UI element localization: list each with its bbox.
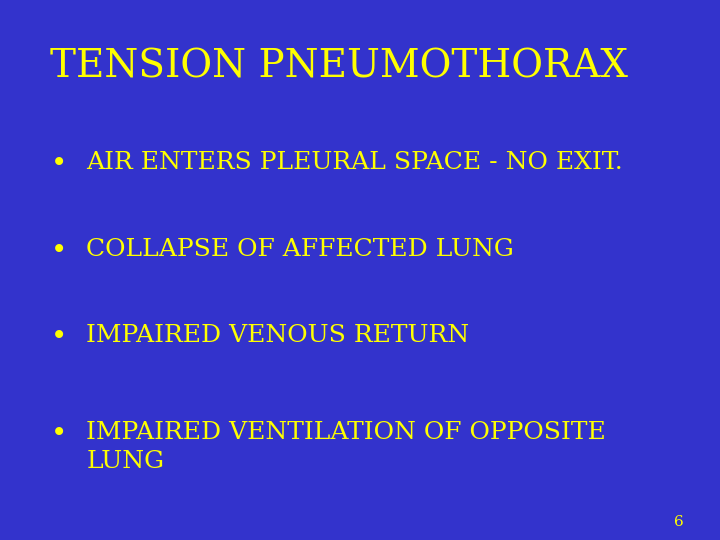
Text: IMPAIRED VENTILATION OF OPPOSITE
LUNG: IMPAIRED VENTILATION OF OPPOSITE LUNG <box>86 421 606 472</box>
Text: AIR ENTERS PLEURAL SPACE - NO EXIT.: AIR ENTERS PLEURAL SPACE - NO EXIT. <box>86 151 623 174</box>
Text: •: • <box>50 151 67 178</box>
Text: COLLAPSE OF AFFECTED LUNG: COLLAPSE OF AFFECTED LUNG <box>86 238 514 261</box>
Text: TENSION PNEUMOTHORAX: TENSION PNEUMOTHORAX <box>50 49 629 86</box>
Text: •: • <box>50 324 67 351</box>
Text: •: • <box>50 238 67 265</box>
Text: •: • <box>50 421 67 448</box>
Text: 6: 6 <box>674 515 684 529</box>
Text: IMPAIRED VENOUS RETURN: IMPAIRED VENOUS RETURN <box>86 324 469 347</box>
